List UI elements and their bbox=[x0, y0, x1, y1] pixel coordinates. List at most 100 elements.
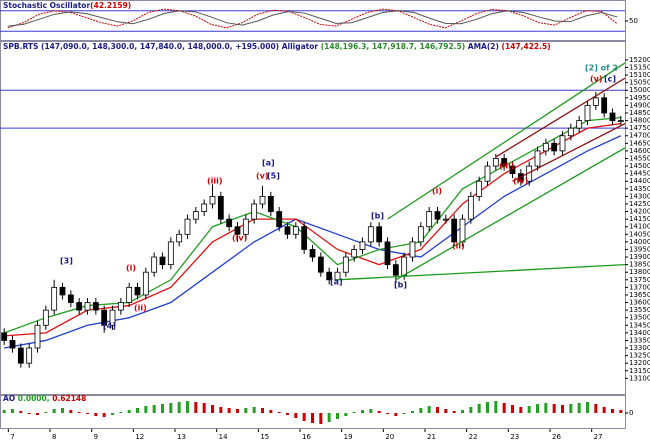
y-tick-label: 15150 bbox=[629, 64, 650, 72]
y-tick-label: 14650 bbox=[629, 139, 650, 147]
histogram-bar bbox=[436, 407, 439, 413]
histogram-bar bbox=[569, 404, 573, 413]
candle-body bbox=[192, 211, 199, 220]
candle-body bbox=[426, 211, 433, 228]
y-tick-label: 13950 bbox=[629, 245, 650, 253]
moving-average bbox=[4, 122, 621, 337]
x-tick-label: 22 bbox=[469, 433, 478, 441]
histogram-bar bbox=[269, 410, 273, 413]
y-tick-label: 14500 bbox=[629, 162, 650, 170]
candle-body bbox=[476, 180, 483, 197]
candle-body bbox=[559, 135, 566, 152]
header-part: AO bbox=[3, 394, 15, 403]
candle-body bbox=[276, 211, 283, 228]
candle-body bbox=[326, 271, 333, 281]
wave-label: (i) bbox=[432, 187, 442, 196]
wave-label: [4] bbox=[103, 322, 116, 331]
candle-body bbox=[509, 165, 516, 175]
candle-body bbox=[392, 264, 399, 276]
histogram-bar bbox=[61, 408, 64, 413]
histogram-bar bbox=[386, 413, 389, 414]
wave-label: (v) bbox=[256, 172, 269, 181]
y-tick-label: 14450 bbox=[629, 170, 650, 178]
header-part: Alligator bbox=[279, 42, 318, 51]
candle-body bbox=[76, 302, 83, 311]
y-tick-label: 14700 bbox=[629, 132, 650, 140]
x-tick-label: 26 bbox=[552, 433, 561, 441]
x-tick-label: 19 bbox=[344, 433, 353, 441]
histogram-bar bbox=[602, 407, 606, 413]
panel-header: Stochastic Oscillator(42.2159) bbox=[3, 1, 131, 10]
histogram-bar bbox=[36, 413, 39, 415]
x-tick-label: 12 bbox=[135, 433, 144, 441]
trendline bbox=[512, 123, 625, 182]
y-tick-label: 13900 bbox=[629, 253, 650, 261]
histogram-bar bbox=[252, 407, 256, 413]
histogram-bar bbox=[2, 410, 6, 413]
y-tick-label: 13350 bbox=[629, 336, 650, 344]
histogram-bar bbox=[486, 402, 489, 413]
histogram-bar bbox=[452, 411, 456, 413]
y-tick-label: 14100 bbox=[629, 223, 650, 231]
histogram-bar bbox=[152, 405, 156, 413]
candle-body bbox=[442, 218, 449, 221]
wave-label: (ii) bbox=[134, 304, 147, 313]
x-tick-label: 27 bbox=[594, 433, 603, 441]
y-tick-label: 14850 bbox=[629, 109, 650, 117]
moving-average bbox=[4, 135, 622, 349]
x-tick-label: 13 bbox=[177, 433, 186, 441]
wave-label: [a] bbox=[262, 159, 275, 168]
histogram-bar bbox=[344, 413, 348, 416]
candle-body bbox=[1, 332, 8, 341]
wave-label: (iv) bbox=[232, 234, 247, 243]
stochastic-line bbox=[7, 10, 618, 27]
wave-label: [5] bbox=[267, 172, 280, 181]
histogram-bar bbox=[302, 413, 306, 421]
histogram-bar bbox=[444, 409, 448, 413]
header-part: (147,090.0, 148,300.0, 147,840.0, 148,00… bbox=[38, 42, 279, 51]
wave-label: (iii) bbox=[207, 177, 223, 186]
histogram-bar bbox=[186, 401, 189, 413]
candle-body bbox=[42, 309, 49, 326]
moving-average bbox=[3, 116, 621, 334]
histogram-bar bbox=[561, 405, 564, 413]
candle-body bbox=[492, 158, 499, 167]
histogram-bar bbox=[586, 402, 589, 413]
y-tick-label: 15200 bbox=[629, 56, 650, 64]
candle-body bbox=[317, 256, 324, 273]
histogram-bar bbox=[336, 413, 339, 419]
candle-body bbox=[284, 226, 291, 235]
header-part: (148,196.3, 147,918.7, 146,792.5) bbox=[318, 42, 465, 51]
wave-label: (i) bbox=[126, 264, 136, 273]
histogram-bar bbox=[311, 413, 314, 423]
y-tick-label: 0 bbox=[629, 409, 633, 417]
y-tick-label: 15000 bbox=[629, 86, 650, 94]
histogram-bar bbox=[527, 406, 531, 413]
header-part: AMA(2) bbox=[465, 42, 499, 51]
histogram-bar bbox=[194, 402, 198, 413]
candle-body bbox=[609, 112, 616, 121]
trendline bbox=[495, 77, 625, 158]
panel-header: AO 0.0000, 0.62148 bbox=[3, 394, 86, 403]
candle-body bbox=[359, 241, 366, 250]
candle-body bbox=[159, 256, 166, 266]
histogram-bar bbox=[519, 407, 523, 413]
histogram-bar bbox=[277, 412, 281, 413]
histogram-bar bbox=[244, 408, 248, 413]
histogram-bar bbox=[227, 408, 231, 413]
header-part: 0.0000, bbox=[15, 394, 50, 403]
candle-body bbox=[501, 158, 508, 167]
candle-body bbox=[592, 97, 599, 106]
x-tick-label: 21 bbox=[427, 433, 436, 441]
histogram-bar bbox=[319, 413, 323, 424]
histogram-bar bbox=[369, 409, 373, 413]
y-tick-label: 13150 bbox=[629, 367, 650, 375]
candle-body bbox=[226, 218, 233, 228]
y-tick-label: 14000 bbox=[629, 238, 650, 246]
candle-body bbox=[101, 309, 108, 326]
histogram-bar bbox=[494, 401, 498, 413]
histogram-bar bbox=[511, 405, 514, 413]
candle-body bbox=[251, 203, 258, 220]
candle-body bbox=[601, 97, 608, 114]
